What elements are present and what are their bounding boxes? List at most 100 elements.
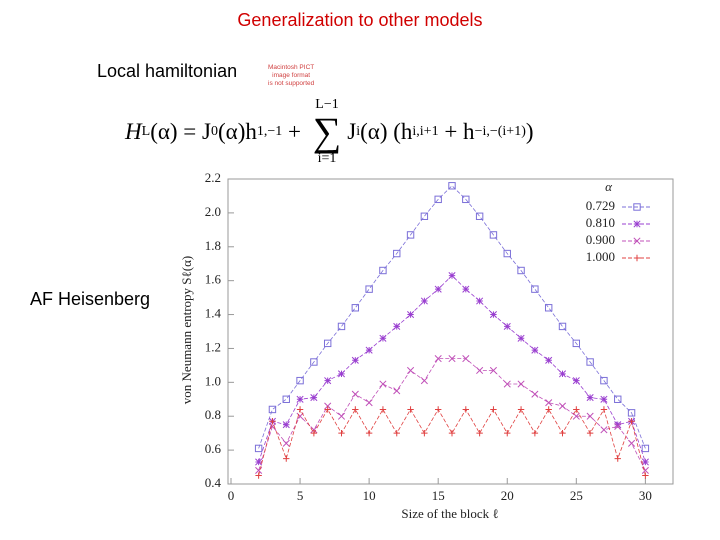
marker (254, 444, 263, 453)
formula-sub: −i,−(i+1) (474, 124, 526, 139)
marker (462, 285, 470, 293)
marker (448, 355, 456, 363)
marker (476, 297, 484, 305)
marker (633, 220, 641, 228)
marker (434, 285, 442, 293)
plot-frame (227, 178, 674, 485)
y-tick-label: 0.6 (205, 441, 222, 456)
marker (545, 356, 553, 364)
marker (517, 266, 525, 275)
formula-sub: 1,−1 (256, 124, 283, 139)
marker (255, 458, 263, 466)
marker (600, 406, 608, 413)
formula-part: + h (438, 119, 475, 144)
marker (365, 429, 373, 437)
marker (448, 182, 456, 190)
sum-sub: i=1 (317, 151, 337, 166)
marker (633, 254, 641, 262)
marker (504, 429, 511, 437)
formula-part: (α) = J (150, 119, 211, 144)
marker (545, 399, 553, 407)
marker (296, 376, 304, 385)
series-line (258, 185, 646, 449)
marker (296, 406, 304, 413)
sum-sup: L−1 (315, 97, 339, 112)
series-line (258, 358, 646, 471)
marker (283, 455, 290, 462)
legend-label: 0.729 (586, 198, 615, 213)
marker (310, 429, 318, 437)
pict-line: Macintosh PICT (268, 64, 315, 71)
pict-line: is not supported (268, 80, 315, 87)
marker (531, 346, 539, 354)
legend-title: α (605, 179, 613, 194)
marker (365, 285, 373, 293)
marker (434, 355, 442, 363)
legend-label: 0.810 (586, 215, 615, 230)
marker (434, 406, 442, 413)
marker (448, 272, 456, 280)
marker (310, 426, 318, 434)
marker (379, 334, 387, 342)
marker (475, 212, 484, 220)
marker (268, 405, 277, 414)
marker (323, 339, 332, 348)
y-tick-label: 1.2 (205, 339, 221, 354)
y-tick-label: 2.0 (205, 204, 221, 219)
x-tick-label: 0 (228, 488, 235, 503)
y-tick-label: 1.6 (205, 272, 222, 287)
marker (324, 402, 332, 410)
marker (407, 406, 414, 413)
marker (365, 346, 373, 354)
marker (544, 304, 553, 312)
x-tick-label: 5 (297, 488, 304, 503)
marker (633, 203, 641, 211)
formula-part: + (282, 119, 307, 144)
marker (337, 412, 346, 420)
series-line (258, 408, 646, 476)
marker (476, 366, 484, 375)
marker (324, 406, 331, 413)
marker (324, 377, 332, 385)
marker (310, 394, 318, 402)
formula-part: (α)h (217, 119, 257, 144)
marker (310, 358, 318, 366)
marker (407, 311, 415, 319)
marker (269, 418, 276, 425)
marker (337, 370, 346, 378)
marker (420, 297, 428, 305)
marker (462, 355, 470, 363)
formula-sum: L−1 ∑ i=1 (313, 98, 342, 166)
marker (586, 429, 594, 437)
marker (462, 195, 470, 204)
x-tick-label: 10 (363, 488, 376, 503)
marker (572, 339, 581, 348)
marker (393, 429, 400, 437)
marker (352, 406, 359, 413)
marker (641, 444, 650, 453)
marker (421, 429, 428, 437)
slide-title: Generalization to other models (237, 10, 483, 30)
y-axis-label: von Neumann entropy Sℓ(α) (179, 256, 194, 404)
marker (573, 406, 580, 413)
marker (282, 395, 290, 403)
formula-sub: i,i+1 (412, 124, 439, 139)
marker (489, 311, 497, 319)
marker (517, 380, 525, 388)
marker (296, 412, 304, 420)
x-tick-label: 25 (570, 488, 583, 503)
x-axis-label: Size of the block ℓ (401, 506, 498, 521)
y-tick-label: 1.0 (205, 373, 221, 388)
marker (572, 412, 580, 420)
marker (365, 399, 373, 407)
formula-sub: 0 (210, 124, 218, 139)
marker (558, 322, 567, 331)
marker (490, 406, 497, 413)
x-tick-label: 15 (432, 488, 445, 503)
x-tick-label: 20 (501, 488, 514, 503)
marker (517, 406, 525, 413)
y-tick-label: 0.4 (205, 475, 222, 490)
marker (407, 366, 415, 375)
